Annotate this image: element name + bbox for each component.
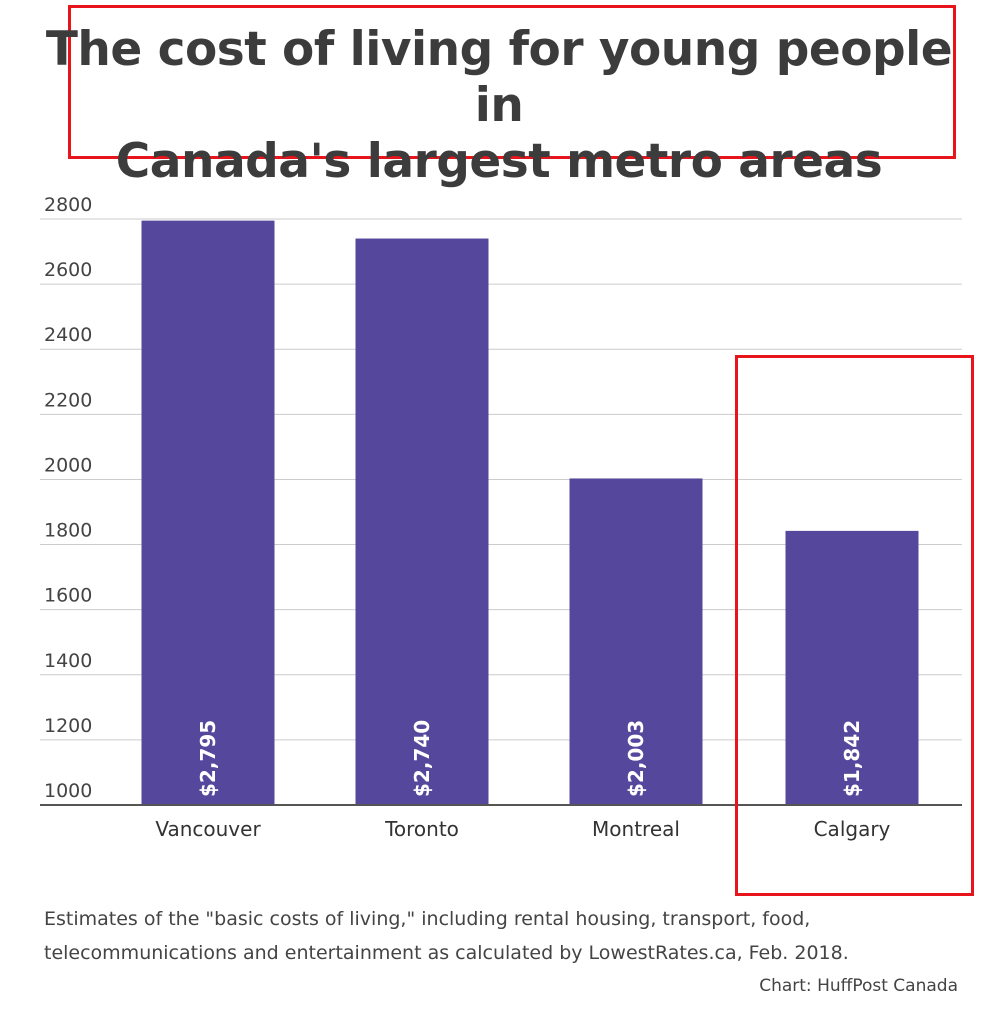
chart-note-line-2: telecommunications and entertainment as … (44, 942, 849, 964)
calgary-highlight-box (735, 355, 974, 896)
y-tick-label: 1800 (44, 520, 92, 542)
chart-title-line-2: Canada's largest metro areas (115, 134, 883, 189)
bar (569, 478, 703, 805)
y-tick-label: 2400 (44, 324, 92, 346)
y-tick-label: 1600 (44, 585, 92, 607)
bar (785, 530, 919, 805)
bar-value-label: $2,003 (624, 720, 648, 797)
bar (141, 220, 275, 805)
chart-note: Estimates of the "basic costs of living,… (44, 902, 974, 970)
bar-value-label: $2,795 (196, 720, 220, 797)
y-tick-label: 1400 (44, 650, 92, 672)
y-tick-label: 1000 (44, 780, 92, 802)
chart-title: The cost of living for young people in C… (40, 22, 958, 190)
bar-chart: 1000 1200 1400 1600 1800 2000 2200 2400 2600 2800… (40, 194, 962, 841)
x-tick-label: Montreal (592, 817, 680, 841)
y-tick-label: 1200 (44, 715, 92, 737)
y-tick-label: 2000 (44, 454, 92, 476)
title-highlight-box (68, 5, 956, 159)
x-tick-label: Toronto (384, 817, 459, 841)
y-tick-label: 2600 (44, 259, 92, 281)
y-tick-label: 2800 (44, 194, 92, 216)
bar-value-label: $2,740 (410, 720, 434, 797)
bar (355, 238, 489, 805)
bar-value-label: $1,842 (840, 720, 864, 797)
chart-title-line-1: The cost of living for young people in (45, 22, 953, 133)
x-tick-label: Vancouver (155, 817, 261, 841)
y-tick-label: 2200 (44, 389, 92, 411)
chart-note-line-1: Estimates of the "basic costs of living,… (44, 908, 811, 930)
x-tick-label: Calgary (814, 817, 891, 841)
chart-credit: Chart: HuffPost Canada (759, 976, 958, 996)
